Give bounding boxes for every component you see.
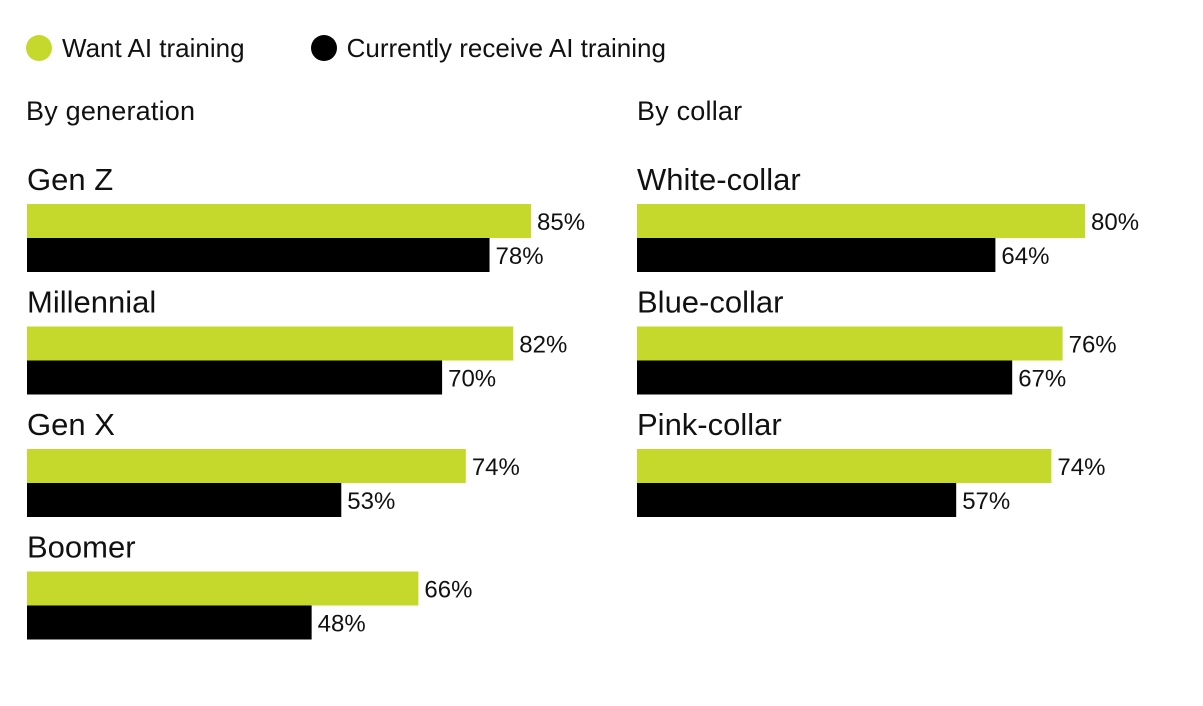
category-label: Gen X	[27, 407, 115, 442]
category-label: Gen Z	[27, 162, 113, 197]
data-label: 80%	[1091, 209, 1139, 236]
bar-receive	[637, 238, 996, 272]
panel-title-collar: By collar	[637, 96, 743, 126]
legend-label-receive: Currently receive AI training	[346, 32, 666, 63]
data-label: 74%	[1057, 454, 1105, 481]
bar-want	[27, 449, 466, 483]
bar-receive	[637, 360, 1013, 395]
bar-want	[637, 449, 1052, 483]
chart-legend: Want AI training Currently receive AI tr…	[26, 30, 666, 66]
bar-receive	[27, 483, 342, 517]
bar-want	[27, 326, 514, 361]
data-label: 82%	[519, 332, 567, 359]
category-label: Pink-collar	[637, 407, 782, 442]
legend-item-receive: Currently receive AI training	[310, 32, 666, 64]
data-label: 78%	[496, 243, 544, 270]
bar-want	[637, 204, 1085, 238]
legend-swatch-want	[26, 35, 52, 61]
legend-item-want: Want AI training	[26, 33, 245, 64]
data-label: 48%	[318, 611, 366, 638]
category-label: Boomer	[27, 530, 136, 565]
bar-receive	[27, 360, 443, 395]
data-label: 66%	[424, 577, 472, 604]
category-label: White-collar	[637, 162, 801, 197]
data-label: 76%	[1069, 332, 1117, 359]
data-label: 74%	[472, 454, 520, 481]
bar-want	[27, 571, 419, 606]
legend-label-want: Want AI training	[62, 32, 245, 63]
bar-want	[637, 326, 1063, 361]
category-label: Millennial	[27, 285, 156, 320]
data-label: 53%	[347, 488, 395, 515]
data-label: 57%	[962, 488, 1010, 515]
bar-receive	[637, 483, 957, 517]
legend-swatch-receive	[310, 35, 337, 61]
panel-title-generation: By generation	[26, 96, 196, 126]
data-label: 85%	[537, 209, 585, 236]
data-label: 67%	[1018, 366, 1066, 393]
bar-receive	[27, 238, 490, 272]
bar-receive	[27, 605, 312, 640]
category-label: Blue-collar	[637, 285, 783, 320]
data-label: 70%	[448, 366, 496, 393]
bar-want	[27, 204, 532, 238]
data-label: 64%	[1001, 243, 1049, 270]
